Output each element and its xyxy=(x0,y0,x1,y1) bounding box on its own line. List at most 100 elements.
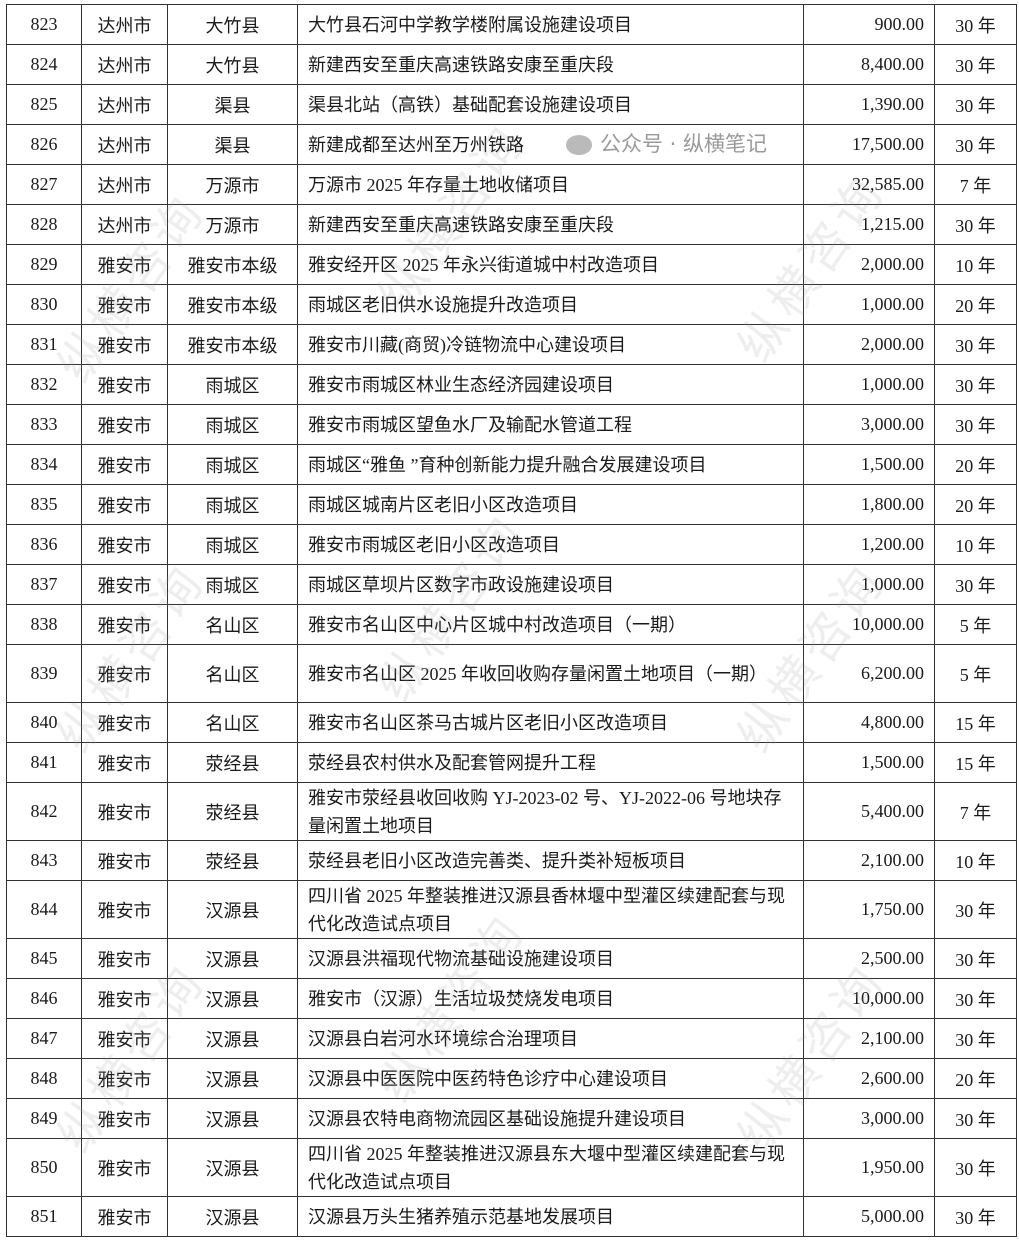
county-cell: 荥经县 xyxy=(167,782,298,841)
project-name-cell: 雨城区城南片区老旧小区改造项目 xyxy=(297,484,804,525)
amount-cell: 32,585.00 xyxy=(803,164,935,205)
row-number-cell: 850 xyxy=(6,1138,82,1197)
county-cell: 名山区 xyxy=(167,604,298,645)
county-cell: 荥经县 xyxy=(167,840,298,881)
term-cell: 30 年 xyxy=(934,404,1017,445)
row-number-cell: 846 xyxy=(6,978,82,1019)
city-cell: 雅安市 xyxy=(81,782,168,841)
city-cell: 雅安市 xyxy=(81,1138,168,1197)
table-row: 851 雅安市 汉源县 汉源县万头生猪养殖示范基地发展项目 5,000.00 30 年 xyxy=(6,1196,1017,1237)
amount-cell: 2,000.00 xyxy=(803,244,935,285)
row-number-cell: 834 xyxy=(6,444,82,485)
city-cell: 达州市 xyxy=(81,164,168,205)
table-row: 827 达州市 万源市 万源市 2025 年存量土地收储项目 32,585.00 7 年 xyxy=(6,164,1017,205)
term-cell: 30 年 xyxy=(934,564,1017,605)
table-row: 848 雅安市 汉源县 汉源县中医医院中医药特色诊疗中心建设项目 2,600.00 20 … xyxy=(6,1058,1017,1099)
project-name-cell: 雨城区老旧供水设施提升改造项目 xyxy=(297,284,804,325)
term-cell: 5 年 xyxy=(934,604,1017,645)
row-number-cell: 843 xyxy=(6,840,82,881)
row-number-cell: 823 xyxy=(6,4,82,45)
row-number-cell: 827 xyxy=(6,164,82,205)
county-cell: 雨城区 xyxy=(167,364,298,405)
county-cell: 雨城区 xyxy=(167,484,298,525)
table-row: 829 雅安市 雅安市本级 雅安经开区 2025 年永兴街道城中村改造项目 2,000.… xyxy=(6,244,1017,285)
row-number-cell: 837 xyxy=(6,564,82,605)
row-number-cell: 824 xyxy=(6,44,82,85)
term-cell: 30 年 xyxy=(934,364,1017,405)
table-row: 834 雅安市 雨城区 雨城区“雅鱼 ”育种创新能力提升融合发展建设项目 1,500.0… xyxy=(6,444,1017,485)
row-number-cell: 847 xyxy=(6,1018,82,1059)
amount-cell: 1,750.00 xyxy=(803,880,935,939)
county-cell: 万源市 xyxy=(167,204,298,245)
project-name-cell: 雅安市名山区中心片区城中村改造项目（一期） xyxy=(297,604,804,645)
project-name-cell: 汉源县中医医院中医药特色诊疗中心建设项目 xyxy=(297,1058,804,1099)
project-name-cell: 雅安市雨城区林业生态经济园建设项目 xyxy=(297,364,804,405)
project-name-cell: 渠县北站（高铁）基础配套设施建设项目 xyxy=(297,84,804,125)
row-number-cell: 825 xyxy=(6,84,82,125)
amount-cell: 1,390.00 xyxy=(803,84,935,125)
county-cell: 渠县 xyxy=(167,84,298,125)
amount-cell: 1,500.00 xyxy=(803,444,935,485)
project-table-body: 823 达州市 大竹县 大竹县石河中学教学楼附属设施建设项目 900.00 30 年 824… xyxy=(6,4,1017,1237)
city-cell: 达州市 xyxy=(81,204,168,245)
amount-cell: 8,400.00 xyxy=(803,44,935,85)
term-cell: 20 年 xyxy=(934,484,1017,525)
city-cell: 雅安市 xyxy=(81,880,168,939)
wechat-account-mark: 公众号 · 纵横笔记 xyxy=(566,131,767,157)
city-cell: 雅安市 xyxy=(81,524,168,565)
table-row: 849 雅安市 汉源县 汉源县农特电商物流园区基础设施提升建设项目 3,000.00 30… xyxy=(6,1098,1017,1139)
table-row: 847 雅安市 汉源县 汉源县白岩河水环境综合治理项目 2,100.00 30 年 xyxy=(6,1018,1017,1059)
city-cell: 雅安市 xyxy=(81,1196,168,1237)
county-cell: 汉源县 xyxy=(167,938,298,979)
table-row: 843 雅安市 荥经县 荥经县老旧小区改造完善类、提升类补短板项目 2,100.00 10… xyxy=(6,840,1017,881)
project-name-cell: 汉源县农特电商物流园区基础设施提升建设项目 xyxy=(297,1098,804,1139)
amount-cell: 1,950.00 xyxy=(803,1138,935,1197)
term-cell: 30 年 xyxy=(934,324,1017,365)
project-name-cell: 汉源县白岩河水环境综合治理项目 xyxy=(297,1018,804,1059)
amount-cell: 2,500.00 xyxy=(803,938,935,979)
city-cell: 雅安市 xyxy=(81,978,168,1019)
city-cell: 雅安市 xyxy=(81,1098,168,1139)
amount-cell: 4,800.00 xyxy=(803,702,935,743)
project-table: 823 达州市 大竹县 大竹县石河中学教学楼附属设施建设项目 900.00 30 年 824… xyxy=(6,4,1017,1237)
project-name-cell: 荥经县农村供水及配套管网提升工程 xyxy=(297,742,804,783)
city-cell: 雅安市 xyxy=(81,244,168,285)
row-number-cell: 828 xyxy=(6,204,82,245)
amount-cell: 900.00 xyxy=(803,4,935,45)
term-cell: 30 年 xyxy=(934,4,1017,45)
city-cell: 雅安市 xyxy=(81,742,168,783)
amount-cell: 1,215.00 xyxy=(803,204,935,245)
project-name-cell: 新建西安至重庆高速铁路安康至重庆段 xyxy=(297,44,804,85)
city-cell: 达州市 xyxy=(81,4,168,45)
term-cell: 30 年 xyxy=(934,1196,1017,1237)
county-cell: 雨城区 xyxy=(167,444,298,485)
table-row: 840 雅安市 名山区 雅安市名山区茶马古城片区老旧小区改造项目 4,800.00 15 … xyxy=(6,702,1017,743)
amount-cell: 2,100.00 xyxy=(803,840,935,881)
city-cell: 雅安市 xyxy=(81,564,168,605)
amount-cell: 6,200.00 xyxy=(803,644,935,703)
amount-cell: 10,000.00 xyxy=(803,978,935,1019)
project-name-cell: 雨城区草坝片区数字市政设施建设项目 xyxy=(297,564,804,605)
project-name-cell: 雨城区“雅鱼 ”育种创新能力提升融合发展建设项目 xyxy=(297,444,804,485)
amount-cell: 1,000.00 xyxy=(803,564,935,605)
term-cell: 10 年 xyxy=(934,840,1017,881)
county-cell: 汉源县 xyxy=(167,1098,298,1139)
project-name-cell: 新建西安至重庆高速铁路安康至重庆段 xyxy=(297,204,804,245)
city-cell: 雅安市 xyxy=(81,364,168,405)
project-name-cell: 汉源县万头生猪养殖示范基地发展项目 xyxy=(297,1196,804,1237)
county-cell: 荥经县 xyxy=(167,742,298,783)
project-name-cell: 万源市 2025 年存量土地收储项目 xyxy=(297,164,804,205)
row-number-cell: 842 xyxy=(6,782,82,841)
row-number-cell: 845 xyxy=(6,938,82,979)
city-cell: 雅安市 xyxy=(81,938,168,979)
project-name-cell: 雅安市（汉源）生活垃圾焚烧发电项目 xyxy=(297,978,804,1019)
city-cell: 雅安市 xyxy=(81,604,168,645)
table-row: 824 达州市 大竹县 新建西安至重庆高速铁路安康至重庆段 8,400.00 30 年 xyxy=(6,44,1017,85)
table-row: 823 达州市 大竹县 大竹县石河中学教学楼附属设施建设项目 900.00 30 年 xyxy=(6,4,1017,45)
amount-cell: 1,000.00 xyxy=(803,284,935,325)
row-number-cell: 831 xyxy=(6,324,82,365)
row-number-cell: 829 xyxy=(6,244,82,285)
project-name-cell: 雅安经开区 2025 年永兴街道城中村改造项目 xyxy=(297,244,804,285)
term-cell: 30 年 xyxy=(934,1138,1017,1197)
row-number-cell: 830 xyxy=(6,284,82,325)
